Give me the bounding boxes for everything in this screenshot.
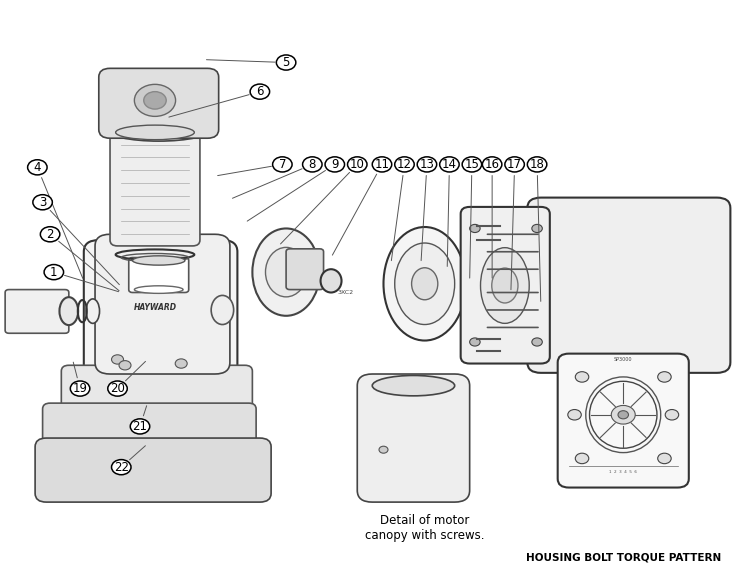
FancyBboxPatch shape — [83, 240, 238, 377]
Circle shape — [111, 460, 131, 475]
FancyBboxPatch shape — [99, 68, 219, 138]
Text: 21: 21 — [132, 420, 147, 433]
Ellipse shape — [320, 269, 341, 292]
Text: 20: 20 — [110, 382, 125, 395]
Text: 3XC2: 3XC2 — [338, 290, 354, 295]
Circle shape — [618, 411, 629, 419]
Circle shape — [325, 157, 344, 172]
Circle shape — [575, 453, 589, 464]
Ellipse shape — [135, 84, 175, 116]
Circle shape — [175, 359, 187, 368]
Circle shape — [130, 419, 150, 434]
Circle shape — [372, 157, 392, 172]
Text: 6: 6 — [256, 85, 264, 98]
Ellipse shape — [59, 297, 78, 325]
Text: 16: 16 — [484, 158, 499, 171]
Text: 7: 7 — [278, 158, 286, 171]
Text: 4: 4 — [34, 161, 41, 174]
Circle shape — [470, 225, 480, 232]
Circle shape — [527, 157, 547, 172]
Text: SP3000: SP3000 — [614, 357, 632, 362]
Text: 19: 19 — [72, 382, 87, 395]
Text: Detail of motor
canopy with screws.: Detail of motor canopy with screws. — [365, 514, 484, 542]
Circle shape — [33, 195, 53, 210]
Circle shape — [119, 360, 131, 370]
Circle shape — [28, 160, 47, 175]
Circle shape — [470, 338, 480, 346]
Ellipse shape — [132, 256, 185, 265]
Circle shape — [250, 84, 270, 99]
Text: 18: 18 — [529, 158, 544, 171]
Circle shape — [44, 264, 64, 280]
Text: HAYWARD: HAYWARD — [133, 302, 177, 312]
Text: 12: 12 — [397, 158, 412, 171]
Circle shape — [482, 157, 502, 172]
FancyBboxPatch shape — [35, 438, 271, 502]
FancyBboxPatch shape — [286, 249, 323, 290]
Text: 11: 11 — [374, 158, 390, 171]
Ellipse shape — [253, 229, 320, 316]
FancyBboxPatch shape — [62, 365, 253, 418]
FancyBboxPatch shape — [527, 198, 730, 373]
Ellipse shape — [116, 125, 194, 140]
Text: 1  2  3  4  5  6: 1 2 3 4 5 6 — [609, 470, 637, 474]
Text: 2: 2 — [47, 228, 54, 241]
Text: 10: 10 — [350, 158, 365, 171]
Text: HOUSING BOLT TORQUE PATTERN: HOUSING BOLT TORQUE PATTERN — [526, 552, 721, 562]
Circle shape — [658, 453, 672, 464]
Text: 1: 1 — [50, 266, 58, 278]
FancyBboxPatch shape — [461, 207, 550, 363]
FancyBboxPatch shape — [357, 374, 470, 502]
Circle shape — [395, 157, 414, 172]
Circle shape — [440, 157, 459, 172]
Circle shape — [276, 55, 296, 70]
Ellipse shape — [86, 299, 99, 324]
Ellipse shape — [372, 376, 455, 396]
Circle shape — [347, 157, 367, 172]
Text: 13: 13 — [420, 158, 435, 171]
Circle shape — [666, 410, 679, 420]
FancyBboxPatch shape — [129, 257, 189, 292]
FancyBboxPatch shape — [558, 354, 689, 487]
Text: 3: 3 — [39, 196, 47, 209]
Circle shape — [71, 381, 89, 396]
Circle shape — [505, 157, 524, 172]
FancyBboxPatch shape — [5, 290, 69, 333]
Circle shape — [658, 371, 672, 382]
Circle shape — [575, 371, 589, 382]
Circle shape — [462, 157, 481, 172]
Circle shape — [532, 338, 542, 346]
Circle shape — [532, 225, 542, 232]
Ellipse shape — [411, 268, 438, 300]
FancyBboxPatch shape — [95, 234, 230, 374]
Text: 9: 9 — [331, 158, 338, 171]
Text: 15: 15 — [465, 158, 479, 171]
Circle shape — [302, 157, 322, 172]
Text: 8: 8 — [308, 158, 316, 171]
Circle shape — [111, 355, 123, 364]
Circle shape — [568, 410, 581, 420]
Ellipse shape — [492, 268, 518, 303]
Text: 5: 5 — [283, 56, 290, 69]
Circle shape — [417, 157, 437, 172]
Circle shape — [611, 405, 635, 424]
Text: 22: 22 — [114, 460, 129, 474]
Ellipse shape — [106, 118, 211, 141]
Text: 17: 17 — [507, 158, 522, 171]
Circle shape — [273, 157, 292, 172]
Circle shape — [108, 381, 127, 396]
Ellipse shape — [135, 286, 183, 293]
Ellipse shape — [395, 243, 455, 325]
Ellipse shape — [481, 247, 529, 324]
Ellipse shape — [144, 92, 166, 109]
Text: 14: 14 — [442, 158, 457, 171]
Ellipse shape — [211, 295, 234, 325]
Circle shape — [379, 446, 388, 453]
Ellipse shape — [265, 247, 307, 297]
FancyBboxPatch shape — [43, 403, 256, 456]
FancyBboxPatch shape — [110, 126, 200, 246]
Ellipse shape — [384, 227, 466, 340]
Circle shape — [41, 227, 60, 242]
